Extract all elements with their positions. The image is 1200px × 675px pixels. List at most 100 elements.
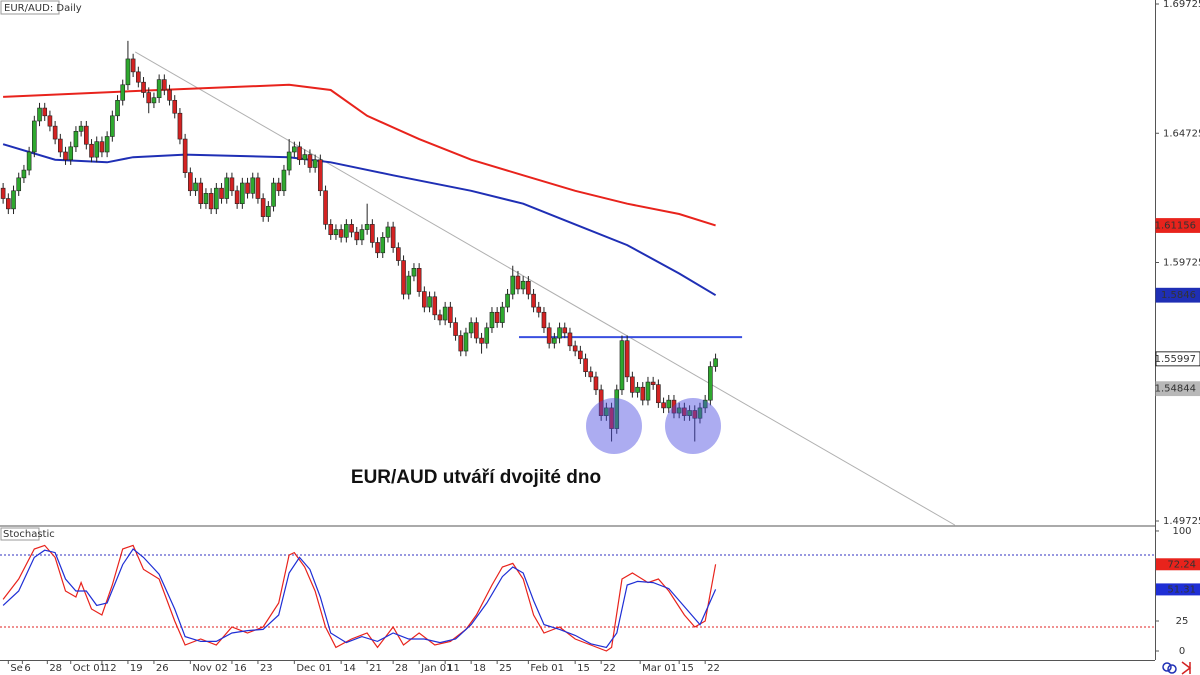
candle-body bbox=[260, 198, 266, 217]
x-tick-label: 25 bbox=[499, 663, 512, 674]
candle-body bbox=[245, 182, 250, 194]
annotation: EUR/AUD utváří dvojité dno bbox=[351, 467, 601, 488]
candle-body bbox=[396, 247, 401, 261]
stochastic-line bbox=[2, 544, 717, 652]
candle-body bbox=[37, 107, 42, 122]
x-tick-label: 18 bbox=[473, 663, 486, 674]
candle-body bbox=[390, 226, 396, 248]
candle-body bbox=[427, 296, 432, 308]
candle-body bbox=[42, 107, 48, 117]
candle-body bbox=[229, 177, 235, 192]
highlight-circle bbox=[665, 398, 721, 454]
candle-body bbox=[630, 376, 635, 393]
icon[interactable] bbox=[1167, 664, 1177, 674]
candle-body bbox=[68, 146, 74, 161]
candle-body bbox=[328, 224, 334, 236]
price-label: 1.54844 bbox=[1155, 384, 1196, 395]
title-box bbox=[0, 527, 40, 541]
candle-body bbox=[661, 402, 666, 409]
candle-body bbox=[489, 311, 495, 329]
candle-body bbox=[640, 386, 646, 401]
candle-body bbox=[401, 260, 406, 295]
price-label: 1.61156 bbox=[1155, 221, 1196, 232]
candle-body bbox=[520, 280, 526, 290]
value-label: 51.31 bbox=[1167, 584, 1196, 595]
candle-body bbox=[89, 143, 94, 158]
candle-body bbox=[104, 136, 110, 153]
candle-body bbox=[609, 407, 614, 429]
stochastic-line bbox=[2, 548, 717, 649]
value-label-box bbox=[1156, 558, 1200, 571]
y-tick-label: 25 bbox=[1176, 616, 1189, 627]
x-tick-label: 15 bbox=[577, 663, 590, 674]
value-label-box bbox=[1156, 583, 1200, 596]
candle-body bbox=[359, 229, 365, 241]
candle-body bbox=[494, 311, 500, 323]
candle-body bbox=[552, 337, 557, 344]
x-tick-label: Se bbox=[10, 663, 22, 674]
candle-body bbox=[645, 381, 651, 401]
candle-body bbox=[323, 190, 328, 225]
candle-body bbox=[666, 399, 672, 409]
x-tick-label: 22 bbox=[707, 663, 720, 674]
candle-body bbox=[84, 125, 89, 145]
candle-body bbox=[156, 79, 162, 99]
candle-body bbox=[474, 322, 479, 339]
x-tick-label: Feb 01 bbox=[530, 663, 564, 674]
x-tick-label: 21 bbox=[369, 663, 382, 674]
x-tick-label: 16 bbox=[234, 663, 247, 674]
candle-body bbox=[515, 275, 521, 290]
candle-body bbox=[281, 169, 287, 192]
title-box bbox=[0, 0, 60, 15]
candle-body bbox=[312, 159, 318, 168]
candle-body bbox=[453, 322, 458, 336]
y-tick-label: 1.69725 bbox=[1163, 0, 1200, 10]
x-tick-label: 15 bbox=[681, 663, 694, 674]
candle-body bbox=[208, 193, 214, 210]
candle-body bbox=[94, 141, 100, 158]
x-tick-label: 23 bbox=[260, 663, 273, 674]
candle-body bbox=[136, 71, 141, 83]
candle-body bbox=[130, 58, 136, 73]
candle-body bbox=[593, 376, 599, 391]
candle-body bbox=[255, 177, 261, 199]
candle-body bbox=[349, 224, 354, 233]
candle-body bbox=[437, 314, 443, 321]
candle-body bbox=[713, 358, 718, 367]
candle-body bbox=[32, 120, 37, 153]
candle-body bbox=[422, 291, 427, 308]
candle-body bbox=[63, 151, 68, 161]
candle-body bbox=[375, 242, 380, 254]
toolbar-icons[interactable] bbox=[1162, 661, 1192, 675]
price-label-box bbox=[1155, 218, 1200, 233]
candle-body bbox=[167, 89, 172, 101]
trendline bbox=[134, 51, 956, 526]
price-label-box bbox=[1155, 351, 1200, 367]
x-tick-label: 28 bbox=[49, 663, 62, 674]
candle-body bbox=[536, 306, 542, 313]
candle-body bbox=[604, 407, 609, 416]
candle-body bbox=[510, 275, 516, 295]
candle-body bbox=[385, 226, 391, 238]
candle-body bbox=[619, 340, 625, 391]
candle-body bbox=[292, 146, 297, 153]
candle-body bbox=[73, 131, 79, 148]
candle-body bbox=[572, 345, 578, 352]
y-tick-label: 1.59725 bbox=[1163, 258, 1200, 269]
x-tick-label: Nov 02 bbox=[192, 663, 227, 674]
icon[interactable] bbox=[1162, 662, 1172, 672]
x-tick-label: Dec 01 bbox=[296, 663, 331, 674]
candle-body bbox=[219, 187, 224, 199]
candle-body bbox=[297, 146, 302, 161]
candle-body bbox=[598, 389, 604, 416]
candle-body bbox=[468, 322, 474, 334]
candle-body bbox=[6, 198, 11, 210]
icon[interactable] bbox=[1181, 661, 1192, 675]
candle-body bbox=[484, 327, 490, 344]
candle-body bbox=[531, 293, 536, 308]
x-tick-label: 6 bbox=[24, 663, 30, 674]
candle-body bbox=[240, 182, 245, 204]
candle-body bbox=[557, 327, 562, 339]
candle-body bbox=[333, 229, 339, 236]
